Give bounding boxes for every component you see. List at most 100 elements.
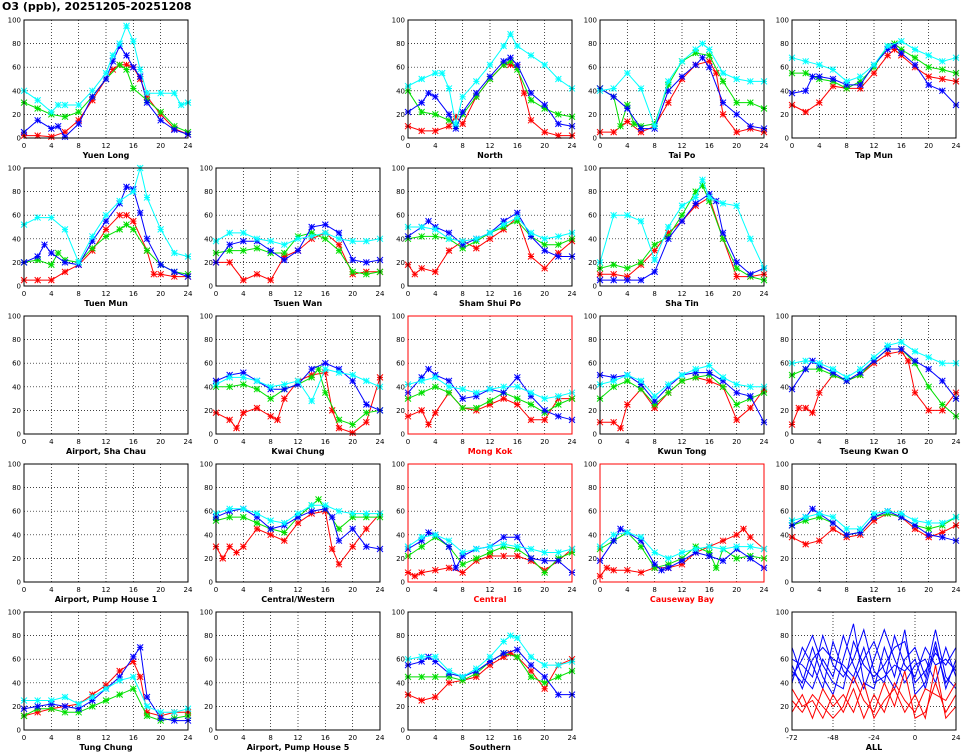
- central-data-point: [459, 552, 467, 560]
- central-western-data-point: [267, 531, 275, 539]
- central-data-point: [513, 533, 521, 541]
- sha-tin-data-point: [699, 182, 706, 190]
- sha-tin-data-point: [651, 256, 659, 264]
- sham-shui-po-data-point: [500, 217, 508, 225]
- airport-pump-house-1-xtick-label: 24: [184, 586, 193, 594]
- tap-mun-data-point: [856, 85, 864, 92]
- kwun-tong-xtick-label: 20: [732, 438, 741, 446]
- yuen-long-data-point: [170, 126, 178, 134]
- yuen-long-data-point: [34, 96, 42, 104]
- sham-shui-po-data-point: [527, 233, 535, 240]
- tap-mun-data-point: [925, 52, 933, 59]
- sham-shui-po-xtick-label: 12: [486, 290, 495, 298]
- mong-kok-data-point: [541, 416, 549, 424]
- kwun-tong-data-point: [719, 383, 727, 391]
- sham-shui-po-data-point: [472, 244, 480, 252]
- causeway-bay-data-point: [617, 525, 624, 533]
- central-western-xtick-label: 4: [241, 586, 246, 594]
- sham-shui-po-ytick-label: 20: [396, 259, 405, 267]
- southern-data-point: [541, 673, 549, 681]
- tap-mun-data-point: [938, 66, 946, 73]
- sha-tin-ytick-label: 100: [584, 165, 597, 173]
- kwai-chung-data-point: [321, 365, 329, 373]
- central-data-point: [527, 555, 535, 562]
- tap-mun-data-point: [802, 69, 810, 77]
- sha-tin-data-point: [637, 276, 645, 284]
- yuen-long-xtick-label: 20: [156, 142, 165, 150]
- tsuen-wan-data-point: [226, 259, 234, 266]
- eastern-data-point: [802, 513, 810, 521]
- sha-tin-xtick-label: 12: [678, 290, 687, 298]
- tsuen-wan-xtick-label: 20: [348, 290, 357, 298]
- airport-sha-chau-xtick-label: 20: [156, 438, 165, 446]
- kwun-tong-data-point: [719, 374, 727, 381]
- kwun-tong-ytick-label: 0: [593, 431, 597, 439]
- kwun-tong-data-point: [678, 371, 686, 379]
- southern-data-point: [527, 661, 535, 669]
- panel-kwai-chung: 0 4 8 12 16 20 24 0 20 40 60 80 100 Kwai Chung: [200, 313, 385, 457]
- sham-shui-po-data-point: [513, 217, 521, 225]
- panel-southern: 0 4 8 12 16 20 24 0 20 40 60 80 100 Southern: [392, 609, 577, 753]
- yuen-long-data-point: [61, 101, 69, 109]
- north-data-point: [418, 99, 426, 106]
- tuen-mun-data-point: [102, 233, 110, 240]
- sham-shui-po-data-point: [486, 229, 494, 237]
- tap-mun-data-point: [938, 87, 946, 95]
- kwai-chung-data-point: [321, 359, 329, 367]
- north-data-point: [541, 128, 549, 136]
- tsuen-wan-data-point: [308, 229, 316, 237]
- tap-mun-data-point: [815, 99, 823, 106]
- tung-chung-xtick-label: 12: [102, 734, 111, 742]
- causeway-bay-data-point: [719, 545, 727, 553]
- kwai-chung-series-line-2: [216, 368, 381, 426]
- tai-po-data-point: [733, 99, 741, 106]
- eastern-label: Eastern: [857, 595, 892, 604]
- north-data-point: [527, 96, 535, 104]
- kwun-tong-data-point: [692, 365, 700, 373]
- causeway-bay-data-point: [705, 543, 713, 550]
- yuen-long-data-point: [177, 101, 185, 109]
- tap-mun-data-point: [843, 78, 851, 85]
- central-western-xtick-label: 12: [294, 586, 303, 594]
- tung-chung-data-point: [102, 681, 110, 689]
- eastern-ytick-label: 0: [785, 579, 789, 587]
- tung-chung-data-point: [88, 697, 96, 704]
- airport-pump-house-5-xtick-label: 12: [294, 734, 303, 742]
- causeway-bay-label: Causeway Bay: [650, 595, 715, 604]
- central-xtick-label: 0: [406, 586, 410, 594]
- tsuen-wan-data-point: [294, 247, 302, 254]
- kwun-tong-xtick-label: 4: [625, 438, 630, 446]
- tsuen-wan-data-point: [239, 237, 247, 245]
- kwai-chung-data-point: [267, 395, 275, 402]
- tuen-mun-data-point: [47, 276, 55, 284]
- southern-xtick-label: 16: [513, 734, 522, 742]
- mong-kok-data-point: [527, 401, 535, 408]
- tsuen-wan-ytick-label: 40: [204, 235, 213, 243]
- sham-shui-po-data-point: [418, 264, 426, 272]
- eastern-data-point: [856, 525, 864, 533]
- kwai-chung-data-point: [362, 418, 370, 426]
- tung-chung-data-point: [143, 712, 151, 720]
- southern-data-point: [445, 673, 453, 681]
- sham-shui-po-frame: [407, 167, 573, 287]
- yuen-long-data-point: [157, 116, 165, 124]
- kwai-chung-ytick-label: 40: [204, 383, 213, 391]
- kwun-tong-data-point: [637, 377, 645, 385]
- causeway-bay-xtick-label: 24: [760, 586, 769, 594]
- southern-data-point: [486, 658, 494, 665]
- central-data-point: [513, 552, 521, 560]
- tai-po-data-point: [746, 78, 754, 85]
- causeway-bay-data-point: [746, 543, 754, 550]
- kwai-chung-data-point: [349, 377, 357, 385]
- tai-po-data-point: [699, 40, 706, 47]
- southern-data-point: [418, 673, 426, 681]
- eastern-data-point: [938, 529, 946, 536]
- southern-data-point: [554, 661, 562, 669]
- tap-mun-data-point: [925, 81, 933, 89]
- airport-sha-chau-ytick-label: 20: [12, 407, 21, 415]
- yuen-long-data-point: [116, 61, 124, 69]
- sham-shui-po-data-point: [445, 247, 453, 254]
- tung-chung-data-point: [157, 714, 165, 722]
- kwun-tong-ytick-label: 80: [588, 336, 597, 344]
- eastern-xtick-label: 20: [924, 586, 933, 594]
